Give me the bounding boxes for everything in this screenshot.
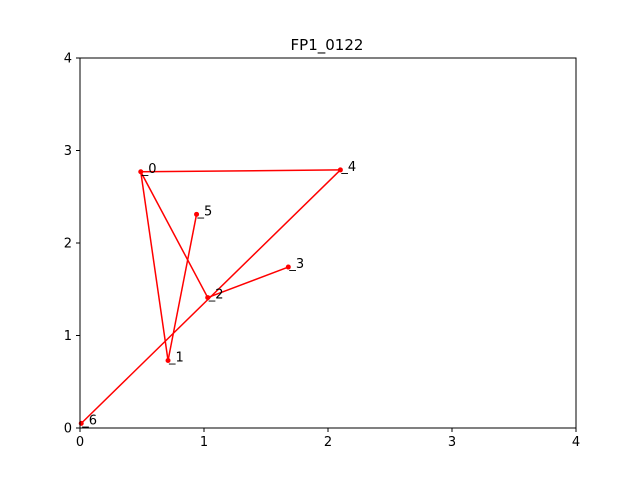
series-line-segment xyxy=(140,171,169,361)
point-label: _3 xyxy=(288,257,304,272)
x-tick-label: 4 xyxy=(572,435,580,450)
point-label: _0 xyxy=(141,162,157,177)
data-point xyxy=(337,167,343,173)
point-label: _2 xyxy=(208,288,224,303)
series-line-segment xyxy=(167,214,198,361)
data-point xyxy=(205,295,211,301)
chart-title: FP1_0122 xyxy=(291,36,364,55)
series-line-segment xyxy=(207,266,289,299)
series-line-segment xyxy=(140,169,341,173)
x-tick-label: 0 xyxy=(76,435,84,450)
x-tick-label: 3 xyxy=(448,435,456,450)
y-tick-label: 2 xyxy=(64,237,72,252)
data-point xyxy=(165,357,171,363)
x-tick-label: 2 xyxy=(324,435,332,450)
point-label: _1 xyxy=(168,350,184,365)
series-line-segment xyxy=(80,169,341,424)
y-tick-label: 4 xyxy=(64,52,72,67)
y-tick-label: 1 xyxy=(64,329,72,344)
y-tick-label: 0 xyxy=(64,422,72,437)
x-tick-label: 1 xyxy=(200,435,208,450)
series-line-segment xyxy=(140,171,209,298)
y-tick-label: 3 xyxy=(64,144,72,159)
plot-frame xyxy=(79,57,577,429)
point-label: _6 xyxy=(81,413,97,428)
data-point xyxy=(285,264,291,270)
point-label: _4 xyxy=(340,160,356,175)
data-point xyxy=(194,211,200,217)
data-point xyxy=(138,169,144,175)
point-label: _5 xyxy=(197,204,213,219)
